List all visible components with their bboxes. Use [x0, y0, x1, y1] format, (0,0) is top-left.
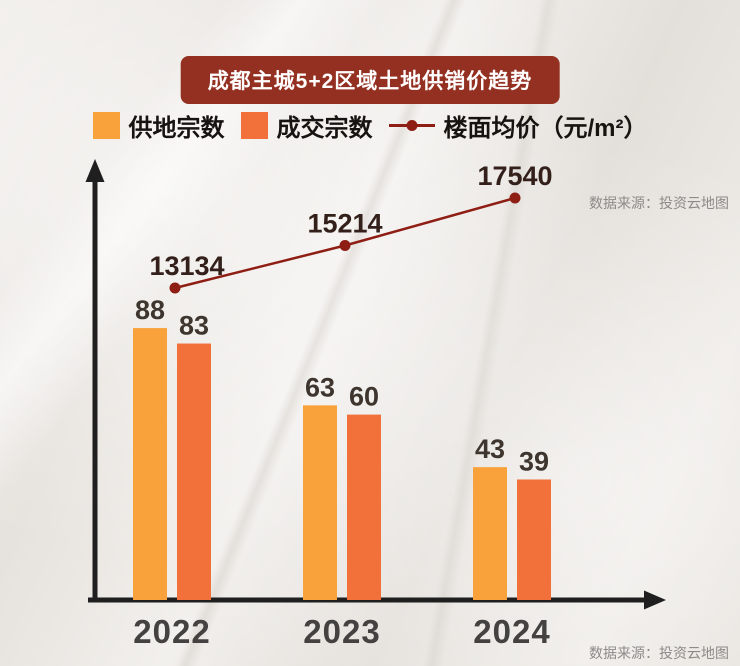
bar-value-label: 39 — [519, 446, 549, 476]
line-point-label: 17540 — [477, 161, 552, 191]
y-axis-arrow-icon — [85, 159, 105, 182]
bar-value-label: 60 — [349, 382, 379, 412]
legend-item-price: 楼面均价（元/m²） — [388, 108, 648, 143]
legend-swatch-sold-icon — [240, 112, 268, 139]
bar-成交宗数-2024 — [517, 479, 551, 600]
legend-item-supply: 供地宗数 — [92, 108, 225, 143]
chart-legend: 供地宗数 成交宗数 楼面均价（元/m²） — [0, 108, 740, 143]
line-point — [339, 240, 351, 252]
line-point-label: 13134 — [149, 251, 224, 281]
x-axis-label-2024: 2024 — [473, 613, 550, 650]
legend-line-icon — [388, 120, 435, 131]
line-point — [169, 282, 181, 294]
bar-供地宗数-2023 — [303, 405, 337, 600]
bar-value-label: 88 — [135, 295, 165, 325]
x-axis-label-2022: 2022 — [133, 613, 210, 650]
bar-成交宗数-2022 — [177, 343, 211, 600]
source-watermark-top: 数据来源：投资云地图 — [589, 195, 729, 211]
legend-item-sold: 成交宗数 — [240, 108, 373, 143]
bar-value-label: 83 — [179, 311, 209, 341]
bar-value-label: 43 — [475, 434, 505, 464]
legend-label-supply: 供地宗数 — [128, 115, 225, 142]
chart-title-badge: 成都主城5+2区域土地供销价趋势 — [180, 56, 560, 104]
line-point — [509, 192, 521, 204]
legend-label-sold: 成交宗数 — [276, 115, 373, 142]
x-axis-arrow-icon — [644, 590, 666, 610]
bar-成交宗数-2023 — [347, 414, 381, 600]
source-watermark-bottom: 数据来源：投资云地图 — [589, 645, 729, 661]
legend-swatch-supply-icon — [92, 112, 120, 139]
bar-供地宗数-2024 — [473, 467, 507, 600]
bar-供地宗数-2022 — [133, 328, 167, 600]
bar-value-label: 63 — [305, 372, 335, 402]
legend-label-price: 楼面均价（元/m²） — [443, 115, 648, 142]
line-point-label: 15214 — [307, 209, 382, 239]
x-axis-label-2023: 2023 — [303, 613, 380, 650]
